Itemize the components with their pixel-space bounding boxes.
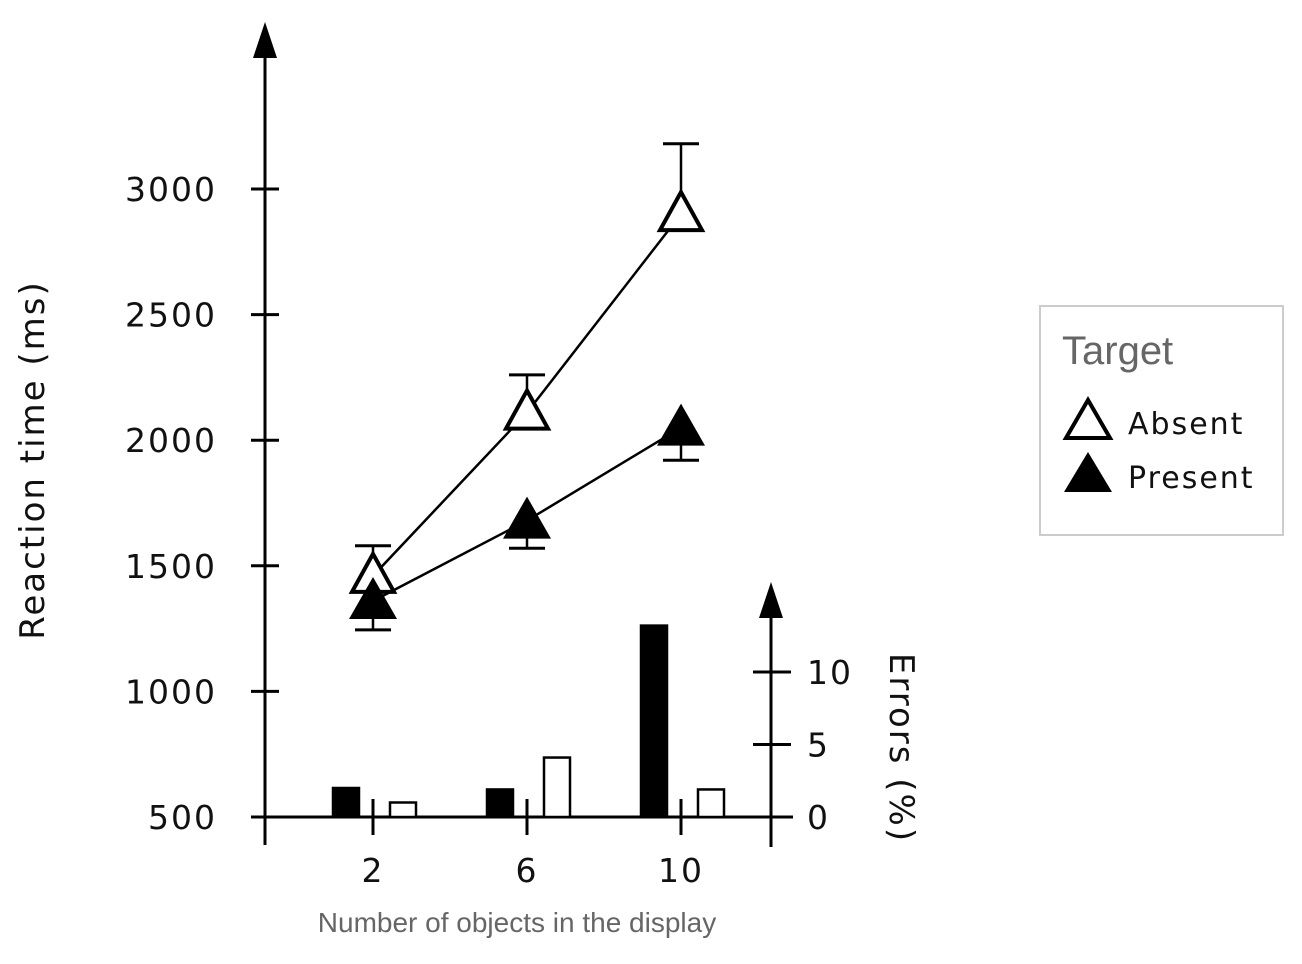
y2-tick-label: 5 xyxy=(807,726,830,765)
y-axis-label: Reaction time (ms) xyxy=(13,280,53,639)
x-tick-label: 2 xyxy=(362,851,385,890)
y2-tick-label: 0 xyxy=(807,798,830,837)
error-bar-present xyxy=(639,624,669,819)
x-tick-label: 10 xyxy=(658,851,704,890)
error-bar-absent xyxy=(388,801,418,819)
y-tick-label: 1000 xyxy=(125,672,217,711)
error-bar-present xyxy=(331,786,361,819)
x-tick-label: 6 xyxy=(516,851,539,890)
legend-label-present: Present xyxy=(1128,461,1255,496)
data-point-present xyxy=(349,576,397,619)
y2-tick-label: 10 xyxy=(807,653,853,692)
error-bar-absent xyxy=(542,756,572,819)
error-bar-present xyxy=(485,788,515,819)
data-point-absent xyxy=(656,187,706,233)
y-tick-label: 3000 xyxy=(125,170,217,209)
legend-marker-present xyxy=(1064,452,1112,492)
error-bar-absent xyxy=(696,788,726,819)
y-tick-label: 500 xyxy=(148,798,217,837)
y2-axis-label: Errors (%) xyxy=(881,653,921,843)
y-tick-label: 2000 xyxy=(125,421,217,460)
x-axis-label: Number of objects in the display xyxy=(318,907,716,938)
legend-title: Target xyxy=(1062,329,1173,373)
data-point-present xyxy=(657,403,705,446)
legend-marker-absent xyxy=(1062,396,1114,440)
y2-axis-arrow-icon xyxy=(759,582,783,618)
data-point-absent xyxy=(502,386,552,431)
legend-label-absent: Absent xyxy=(1128,407,1244,442)
legend: Target Absent Present xyxy=(1039,305,1284,536)
y-axis-arrow-icon xyxy=(253,22,277,58)
y-tick-label: 2500 xyxy=(125,296,217,335)
data-point-present xyxy=(503,496,551,539)
y-tick-label: 1500 xyxy=(125,547,217,586)
